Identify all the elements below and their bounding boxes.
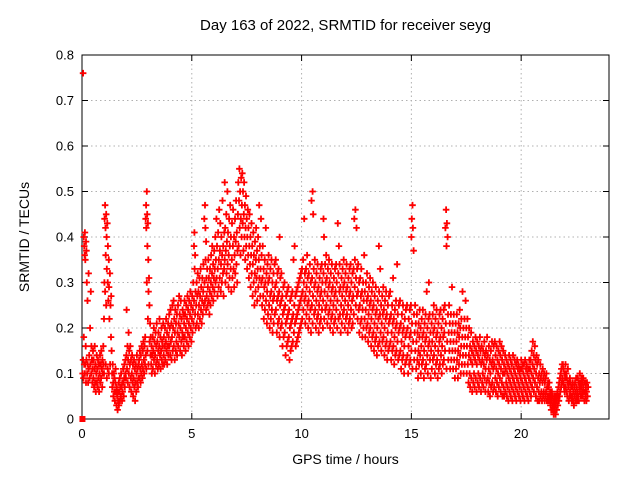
y-tick-label: 0.7 xyxy=(56,93,74,108)
scatter-points xyxy=(79,69,592,418)
origin-square-marker xyxy=(79,416,86,422)
y-tick-label: 0.3 xyxy=(56,275,74,290)
y-tick-label: 0.2 xyxy=(56,321,74,336)
y-tick-label: 0 xyxy=(67,412,74,427)
x-tick-label: 20 xyxy=(514,426,528,441)
y-tick-label: 0.4 xyxy=(56,230,74,245)
x-axis-label: GPS time / hours xyxy=(292,451,399,467)
x-tick-label: 0 xyxy=(78,426,85,441)
chart-title: Day 163 of 2022, SRMTID for receiver sey… xyxy=(200,17,491,34)
y-tick-label: 0.6 xyxy=(56,139,74,154)
y-tick-label: 0.1 xyxy=(56,366,74,381)
y-tick-label: 0.8 xyxy=(56,48,74,63)
x-tick-label: 5 xyxy=(188,426,195,441)
origin-square xyxy=(79,416,86,422)
y-tick-label: 0.5 xyxy=(56,184,74,199)
tick-labels: 0 0.1 0.2 0.3 0.4 0.5 0.6 0.7 0.8 0 5 10 15 20 xyxy=(56,48,528,442)
x-tick-label: 15 xyxy=(404,426,418,441)
x-tick-label: 10 xyxy=(294,426,308,441)
